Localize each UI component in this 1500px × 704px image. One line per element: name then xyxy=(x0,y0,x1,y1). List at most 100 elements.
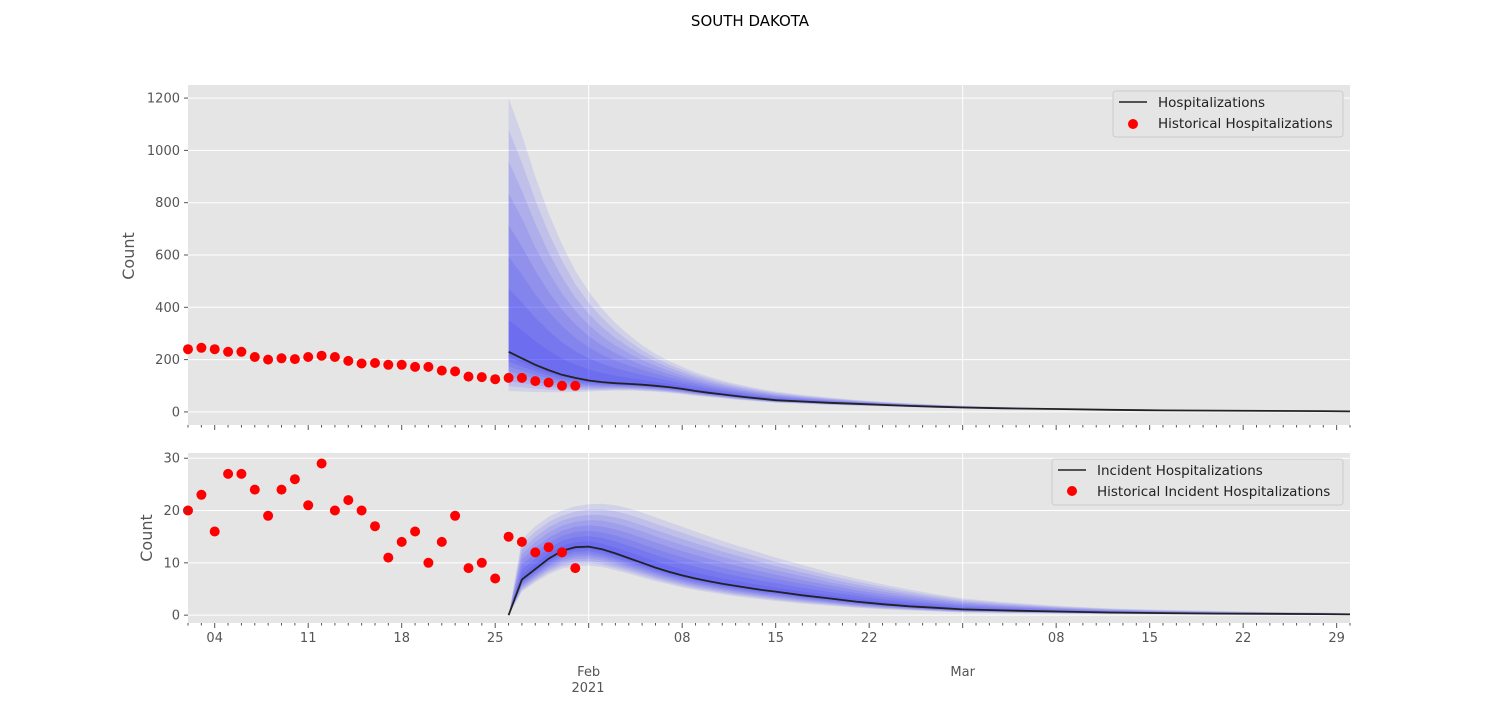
top-panel: 0 200 400 600 800 1000 1200 Count Hospitalizat… xyxy=(119,85,1351,430)
top-historical-point xyxy=(370,358,380,368)
bottom-historical-point xyxy=(516,536,527,547)
bottom-y-tick-label: 30 xyxy=(163,452,180,467)
bottom-band-layer xyxy=(508,536,1351,616)
top-y-tick-label: 1000 xyxy=(147,144,180,159)
bottom-y-axis-ticks: 0 10 20 30 xyxy=(163,452,188,624)
top-historical-point xyxy=(543,377,554,388)
top-historical-point xyxy=(570,380,581,391)
x-tick-label: 08 xyxy=(1048,631,1065,646)
top-historical-point xyxy=(289,354,300,365)
x-tick-label: 29 xyxy=(1328,631,1345,646)
top-y-tick-label: 1200 xyxy=(147,92,180,107)
top-historical-point xyxy=(329,352,340,362)
top-historical-point xyxy=(557,380,567,391)
bottom-historical-point xyxy=(329,505,340,516)
x-axis-year-label: 2021 xyxy=(571,681,604,696)
top-y-tick-label: 800 xyxy=(155,196,180,211)
top-y-axis-ticks: 0 200 400 600 800 1000 1200 xyxy=(147,92,188,420)
top-historical-point xyxy=(410,361,421,372)
x-tick-label: 08 xyxy=(674,631,691,646)
bottom-historical-point xyxy=(423,557,434,568)
top-historical-point xyxy=(450,366,461,377)
bottom-band-layer xyxy=(508,530,1351,616)
top-historical-point xyxy=(303,352,314,362)
bottom-historical-point xyxy=(463,563,474,574)
bottom-band-layer xyxy=(508,509,1351,616)
top-historical-point xyxy=(316,350,327,361)
bottom-historical-point xyxy=(410,526,421,537)
top-historical-point xyxy=(423,361,434,372)
top-historical-point xyxy=(196,342,207,353)
bottom-historical-point xyxy=(570,563,581,574)
bottom-historical-point xyxy=(263,510,274,521)
top-historical-point xyxy=(530,376,541,387)
bottom-historical-point xyxy=(249,484,260,495)
bottom-historical-point xyxy=(303,500,314,511)
x-axis-tick-labels: 04 11 18 25 Feb 08 15 22 Mar 08 15 22 29 xyxy=(206,631,1344,680)
top-historical-point xyxy=(236,346,247,357)
top-historical-point xyxy=(223,346,234,357)
bottom-legend-box xyxy=(1051,458,1344,506)
bottom-historical-point xyxy=(436,536,447,547)
x-tick-label: 11 xyxy=(300,631,317,646)
bottom-historical-point xyxy=(316,458,327,469)
x-tick-label: 22 xyxy=(861,631,878,646)
bottom-historical-point xyxy=(396,536,407,547)
bottom-historical-point xyxy=(476,557,487,568)
bottom-x-axis-ticks xyxy=(187,623,1351,628)
top-historical-point xyxy=(263,354,274,365)
bottom-historical-point xyxy=(289,474,300,485)
bottom-historical-point xyxy=(450,510,461,521)
bottom-panel: 0 10 20 30 Count Incident Hospitalizations … xyxy=(137,452,1351,628)
bottom-historical-point xyxy=(370,521,380,532)
bottom-band-layer xyxy=(508,503,1351,616)
bottom-series-line xyxy=(507,545,1351,616)
top-legend-point-swatch xyxy=(1128,119,1138,129)
top-historical-point xyxy=(396,359,407,370)
top-historical-point xyxy=(356,358,367,369)
top-historical-point xyxy=(516,372,527,383)
bottom-band-layer xyxy=(508,520,1351,616)
bottom-historical-point xyxy=(383,552,394,563)
top-historical-point xyxy=(383,359,394,370)
top-historical-point xyxy=(249,352,260,362)
bottom-historical-point xyxy=(503,531,514,542)
top-legend-label-points: Historical Hospitalizations xyxy=(1158,116,1333,132)
x-tick-label: 15 xyxy=(767,631,784,646)
top-x-axis-ticks xyxy=(187,425,1351,430)
bottom-historical-point xyxy=(530,547,541,558)
top-historical-point xyxy=(490,374,501,385)
bottom-legend-label-line: Incident Hospitalizations xyxy=(1097,463,1263,479)
bottom-historical-point xyxy=(236,468,247,479)
bottom-historical-point xyxy=(196,489,207,500)
bottom-historical-point xyxy=(343,495,354,506)
bottom-band-layer xyxy=(508,514,1351,616)
bottom-y-axis-label: Count xyxy=(137,514,156,562)
bottom-band-layer xyxy=(508,525,1351,616)
top-historical-point xyxy=(343,355,354,366)
x-tick-label: 15 xyxy=(1141,631,1158,646)
bottom-series-points xyxy=(183,458,581,584)
top-y-tick-label: 600 xyxy=(155,249,180,264)
bottom-historical-point xyxy=(223,468,234,479)
top-forecast-line xyxy=(508,350,1351,413)
bottom-historical-point xyxy=(209,526,220,537)
bottom-legend: Incident Hospitalizations Historical Inc… xyxy=(1051,458,1344,506)
top-historical-point xyxy=(476,372,487,383)
bottom-historical-point xyxy=(276,484,287,495)
bottom-gridlines xyxy=(188,453,1350,623)
bottom-legend-label-points: Historical Incident Hospitalizations xyxy=(1097,484,1330,500)
top-band-layer xyxy=(508,161,1351,412)
top-historical-point xyxy=(183,344,193,355)
x-tick-label: 18 xyxy=(393,631,410,646)
top-historical-point xyxy=(463,371,474,382)
bottom-legend-point-swatch xyxy=(1067,486,1077,496)
x-tick-label: Feb xyxy=(577,665,600,680)
top-legend-label-line: Hospitalizations xyxy=(1158,95,1265,111)
top-historical-point xyxy=(209,344,220,355)
top-y-tick-label: 0 xyxy=(172,405,180,420)
top-legend-box xyxy=(1112,90,1344,138)
bottom-historical-point xyxy=(543,542,554,553)
bottom-historical-point xyxy=(557,547,567,558)
